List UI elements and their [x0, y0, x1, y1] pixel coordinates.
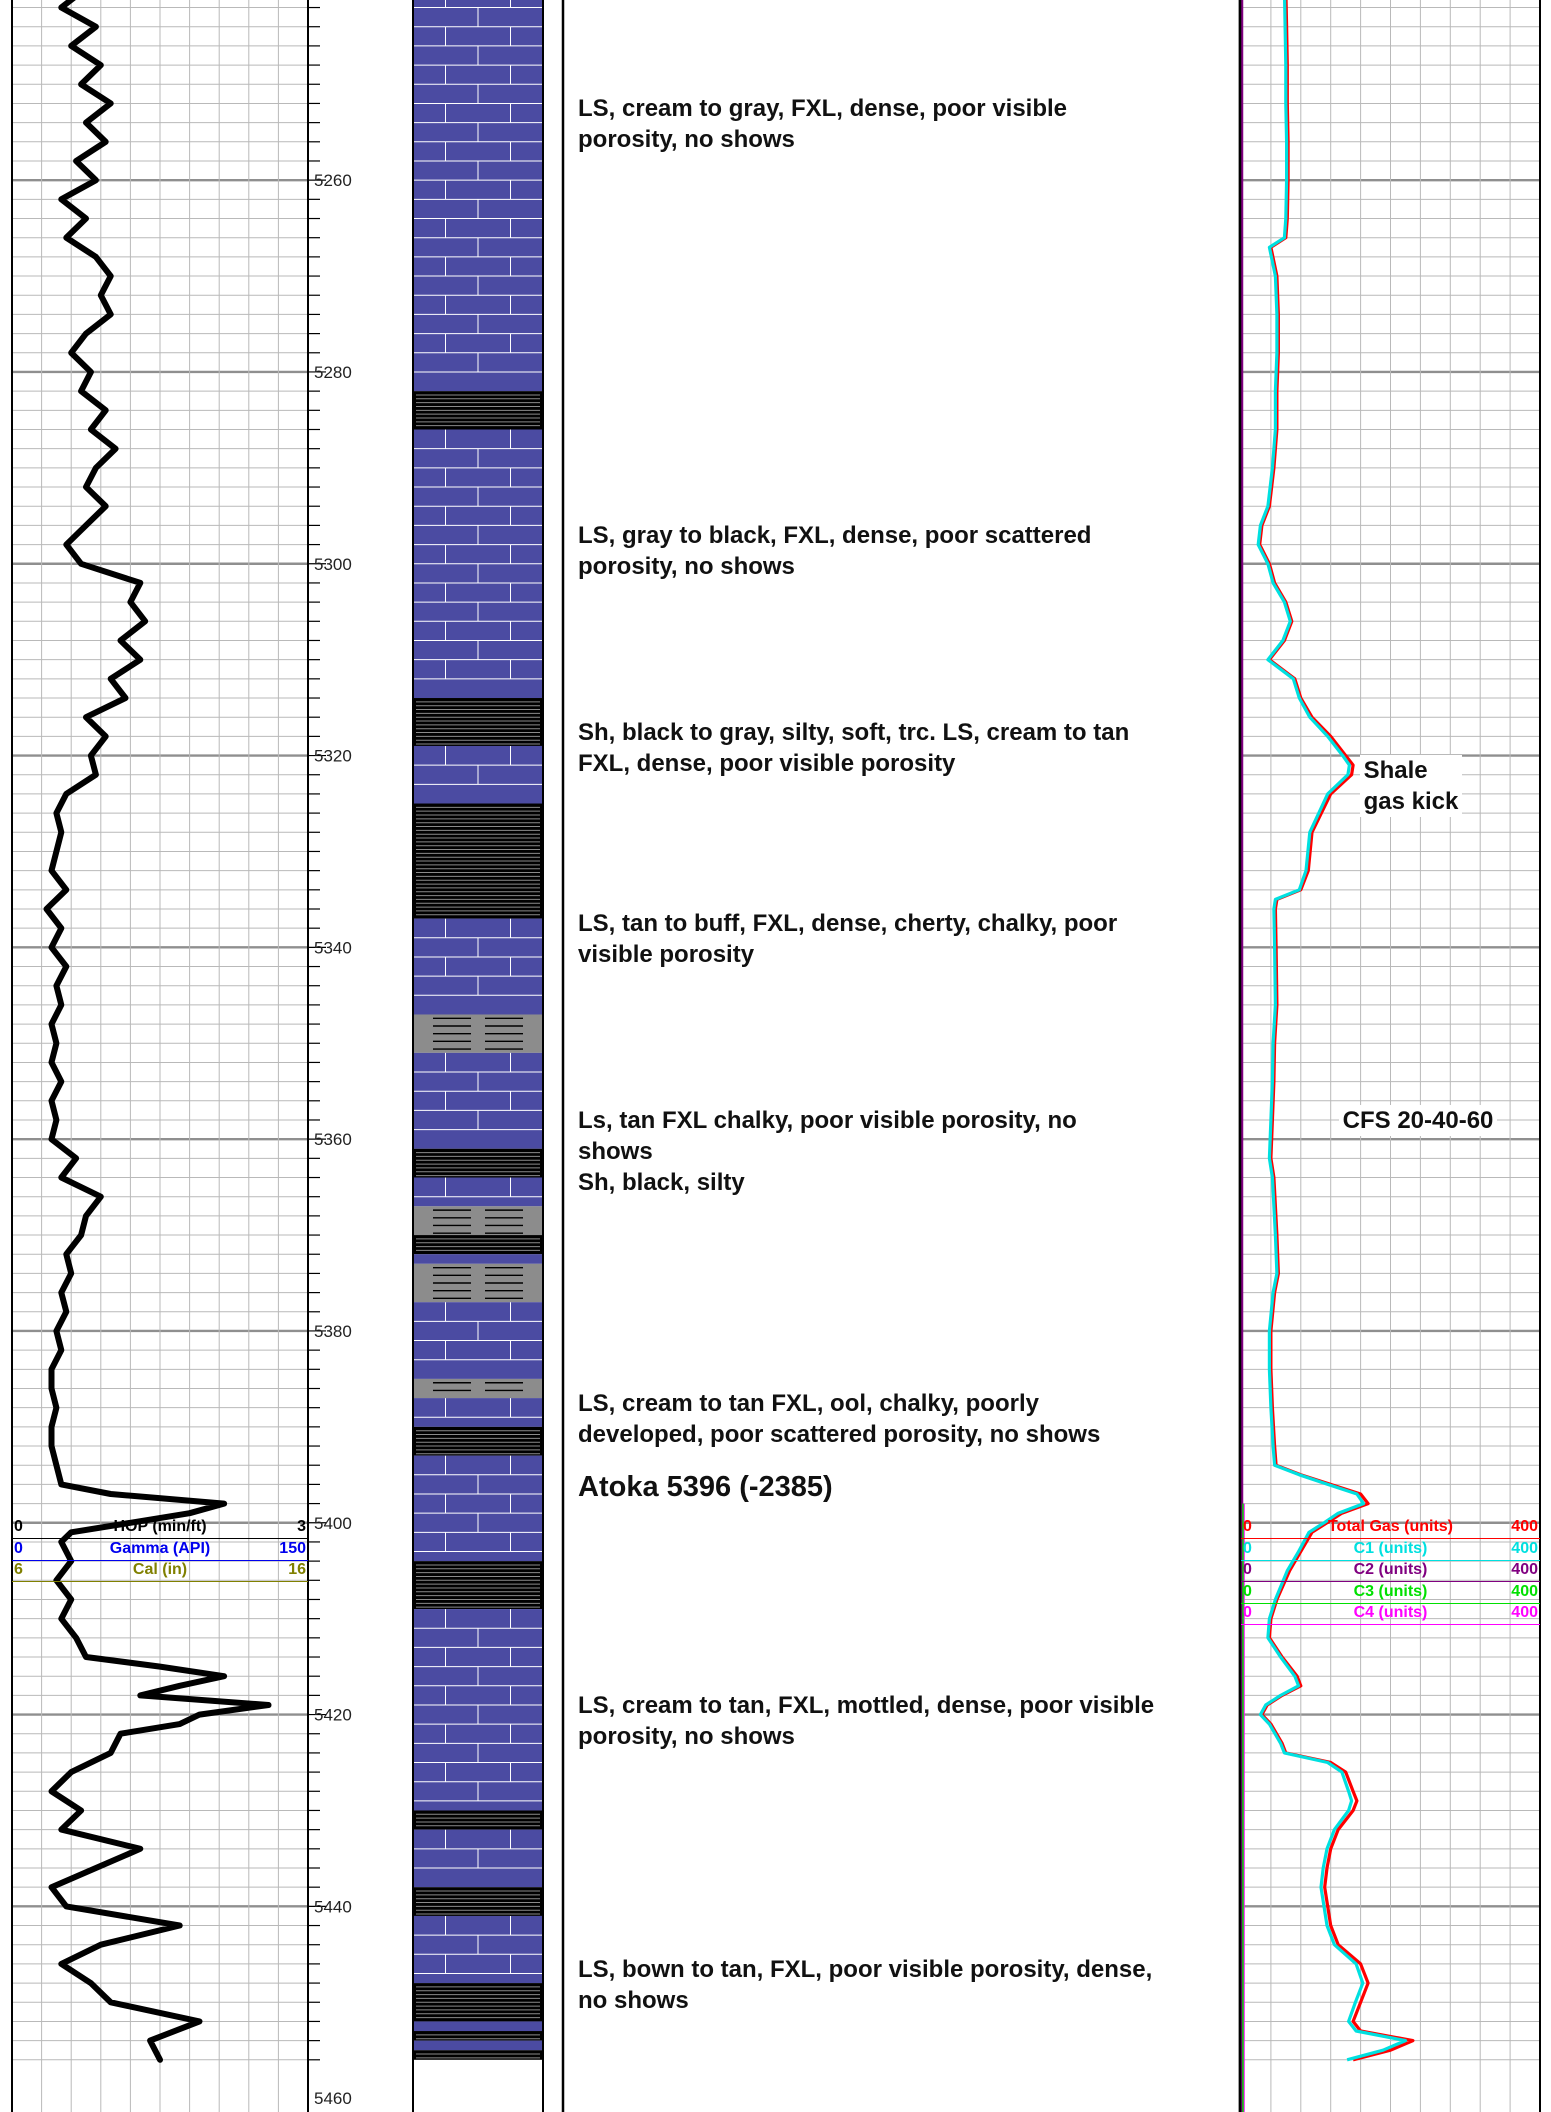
legend-curve-name: Cal (in) — [132, 1561, 188, 1578]
lithology-limestone — [413, 1398, 543, 1427]
depth-tick-label: 5280 — [314, 363, 352, 382]
lithology-limestone — [413, 918, 543, 1015]
legend-curve-name: HOP (min/ft) — [113, 1518, 207, 1535]
legend-row: 0 C4 (units) 400 — [1241, 1603, 1540, 1625]
legend-range-max: 400 — [1511, 1539, 1538, 1557]
lithology-limestone — [413, 1455, 543, 1562]
legend-curve-name: Total Gas (units) — [1327, 1518, 1454, 1535]
legend-row: 0 HOP (min/ft) 3 — [12, 1517, 308, 1539]
legend-range-max: 400 — [1511, 1561, 1538, 1578]
legend-range-max: 400 — [1511, 1518, 1538, 1535]
lithology-limestone — [413, 1052, 543, 1149]
legend-range-min: 0 — [1243, 1518, 1252, 1535]
gas-track — [1238, 0, 1541, 2112]
lithology-shale — [413, 1235, 543, 1255]
lithology-shale — [413, 2031, 543, 2041]
legend-range-min: 0 — [1243, 1539, 1252, 1557]
legend-curve-name: C1 (units) — [1353, 1539, 1428, 1557]
lithology-shale — [413, 1810, 543, 1830]
gas-annotation: Shale gas kick — [1359, 755, 1463, 818]
legend-row: 0 Gamma (API) 150 — [12, 1539, 308, 1561]
legend-range-max: 3 — [297, 1518, 306, 1535]
lithology-description: LS, tan to buff, FXL, dense, cherty, cha… — [578, 910, 1118, 969]
depth-tick-label: 5340 — [314, 938, 352, 957]
legend-row: 6 Cal (in) 16 — [12, 1560, 308, 1582]
lithology-description: Ls, tan FXL chalky, poor visible porosit… — [578, 1106, 1077, 1196]
lithology-description: LS, cream to tan, FXL, mottled, dense, p… — [578, 1691, 1155, 1750]
legend-row: 0 Total Gas (units) 400 — [1241, 1517, 1540, 1539]
lithology-description: LS, gray to black, FXL, dense, poor scat… — [578, 521, 1092, 580]
lithology-description: LS, bown to tan, FXL, poor visible poros… — [578, 1955, 1153, 2014]
legend-curve-name: C4 (units) — [1353, 1604, 1428, 1621]
legend-range-min: 0 — [14, 1518, 23, 1535]
lithology-silty-shale — [413, 1014, 543, 1053]
legend-range-max: 400 — [1511, 1604, 1538, 1621]
legend-range-min: 6 — [14, 1561, 23, 1578]
gas-annotation: CFS 20-40-60 — [1338, 1105, 1498, 1137]
lithology-silty-shale — [413, 1378, 543, 1399]
legend-curve-name: C3 (units) — [1353, 1582, 1428, 1600]
lithology-column — [412, 0, 544, 2112]
legend-range-max: 400 — [1511, 1582, 1538, 1600]
lithology-limestone — [413, 1254, 543, 1264]
legend-curve-name: C2 (units) — [1353, 1561, 1428, 1578]
lithology-shale — [413, 1887, 543, 1916]
lithology-silty-shale — [413, 1206, 543, 1236]
legend-row: 0 C3 (units) 400 — [1241, 1582, 1540, 1604]
legend-range-max: 16 — [288, 1561, 306, 1578]
legend-range-min: 0 — [1243, 1604, 1252, 1621]
depth-tick-label: 5380 — [314, 1322, 352, 1341]
legend-curve-name: Gamma (API) — [109, 1539, 211, 1557]
lithology-shale — [413, 1148, 543, 1178]
legend-row: 0 C2 (units) 400 — [1241, 1560, 1540, 1582]
lithology-limestone — [413, 2040, 543, 2051]
depth-tick-label: 5260 — [314, 171, 352, 190]
lithology-description: LS, cream to gray, FXL, dense, poor visi… — [578, 95, 1068, 154]
legend-row: 0 C1 (units) 400 — [1241, 1539, 1540, 1561]
depth-tick-label: 5460 — [314, 2089, 352, 2108]
legend-range-min: 0 — [1243, 1561, 1252, 1578]
lithology-limestone — [413, 2021, 543, 2032]
depth-tick-label: 5440 — [314, 1897, 352, 1916]
depth-tick-label: 5360 — [314, 1130, 352, 1149]
lithology-limestone — [413, 1177, 543, 1207]
c1-curve — [1256, 0, 1408, 2062]
depth-tick-label: 5320 — [314, 747, 352, 766]
depth-tick-label: 5300 — [314, 555, 352, 574]
legend-range-min: 0 — [1243, 1582, 1252, 1600]
legend-range-max: 150 — [279, 1539, 306, 1557]
rop-track — [11, 0, 309, 2112]
lithology-silty-shale — [413, 1263, 543, 1303]
rop-curve — [43, 0, 272, 2063]
lithology-description: Sh, black to gray, silty, soft, trc. LS,… — [578, 718, 1130, 777]
legend-range-min: 0 — [14, 1539, 23, 1557]
lithology-description: LS, cream to tan FXL, ool, chalky, poorl… — [578, 1389, 1101, 1448]
formation-top-label: Atoka 5396 (-2385) — [578, 1471, 833, 1504]
depth-tick-label: 5420 — [314, 1706, 352, 1725]
lithology-shale — [413, 2050, 543, 2060]
depth-tick-label: 5400 — [314, 1514, 352, 1533]
lithology-shale — [413, 1426, 543, 1456]
